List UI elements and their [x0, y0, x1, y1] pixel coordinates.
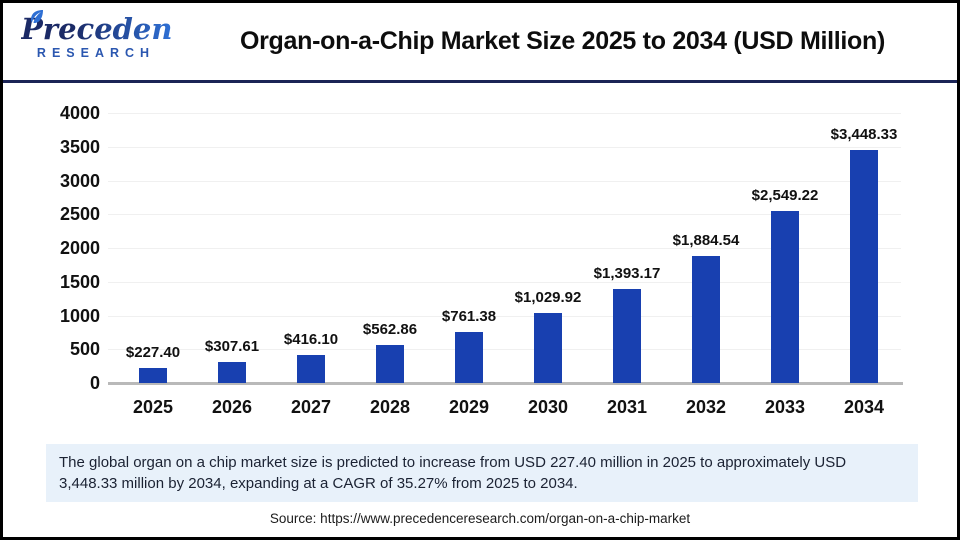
bar-2034 [850, 150, 878, 383]
bar-2032 [692, 256, 720, 383]
x-axis-tick-2033: 2033 [764, 397, 806, 417]
y-axis-tick-1000: 1000 [59, 305, 100, 326]
value-label-2032: $1,884.54 [672, 232, 740, 249]
y-axis-tick-0: 0 [89, 373, 100, 393]
value-label-2027: $416.10 [283, 331, 339, 348]
logo-subtitle: RESEARCH [36, 46, 156, 60]
bar-2031 [613, 289, 641, 383]
y-axis-tick-1500: 1500 [59, 271, 100, 292]
plot-area: 0 500 1000 1500 2000 2500 3000 3500 4000 $227.40 2… [60, 103, 903, 417]
page-title: Organ-on-a-Chip Market Size 2025 to 2034… [239, 27, 886, 55]
gridline-2500 [108, 214, 901, 216]
value-label-2031: $1,393.17 [593, 265, 661, 282]
header: Precedence RESEARCH Organ-on-a-Chip Mark… [3, 3, 957, 83]
value-label-2034: $3,448.33 [830, 126, 898, 143]
x-axis-tick-2029: 2029 [448, 397, 490, 417]
gridline-500 [108, 349, 901, 351]
x-axis-tick-2025: 2025 [132, 397, 174, 417]
gridline-3500 [108, 146, 901, 148]
value-label-2025: $227.40 [125, 344, 181, 361]
bar-2025 [139, 368, 167, 383]
bar-2033 [771, 211, 799, 383]
gridline-3000 [108, 180, 901, 182]
x-axis-tick-2030: 2030 [527, 397, 569, 417]
bar-2026 [218, 362, 246, 383]
source-attribution[interactable]: Source: https://www.precedenceresearch.c… [269, 511, 691, 526]
y-axis-tick-2500: 2500 [59, 204, 100, 225]
gridline-1000 [108, 315, 901, 317]
y-axis-tick-3500: 3500 [59, 136, 100, 157]
precedence-research-logo: Precedence RESEARCH [21, 10, 209, 60]
bar-2028 [376, 345, 404, 383]
bar-2029 [455, 332, 483, 383]
x-axis-tick-2028: 2028 [369, 397, 411, 417]
x-axis-tick-2032: 2032 [685, 397, 727, 417]
value-label-2026: $307.61 [204, 338, 260, 355]
y-axis-tick-4000: 4000 [59, 103, 100, 123]
value-label-2028: $562.86 [362, 321, 418, 338]
y-axis-tick-3000: 3000 [59, 170, 100, 191]
x-axis-tick-2026: 2026 [211, 397, 253, 417]
y-axis-tick-500: 500 [69, 339, 100, 360]
x-axis-tick-2034: 2034 [843, 397, 885, 417]
gridline-1500 [108, 281, 901, 283]
summary-note: The global organ on a chip market size i… [46, 444, 918, 502]
bar-2030 [534, 313, 562, 383]
value-label-2029: $761.38 [441, 308, 497, 325]
value-label-2033: $2,549.22 [751, 187, 819, 204]
value-label-2030: $1,029.92 [514, 289, 582, 306]
x-axis-line [108, 382, 903, 385]
bar-chart: 0 500 1000 1500 2000 2500 3000 3500 4000 $227.40 2… [3, 86, 957, 446]
x-axis-tick-2031: 2031 [606, 397, 648, 417]
gridline-4000 [108, 113, 901, 114]
gridline-2000 [108, 248, 901, 249]
bar-2027 [297, 355, 325, 383]
x-axis-tick-2027: 2027 [290, 397, 332, 417]
leaf-icon [31, 10, 43, 24]
y-axis-tick-2000: 2000 [59, 238, 100, 258]
